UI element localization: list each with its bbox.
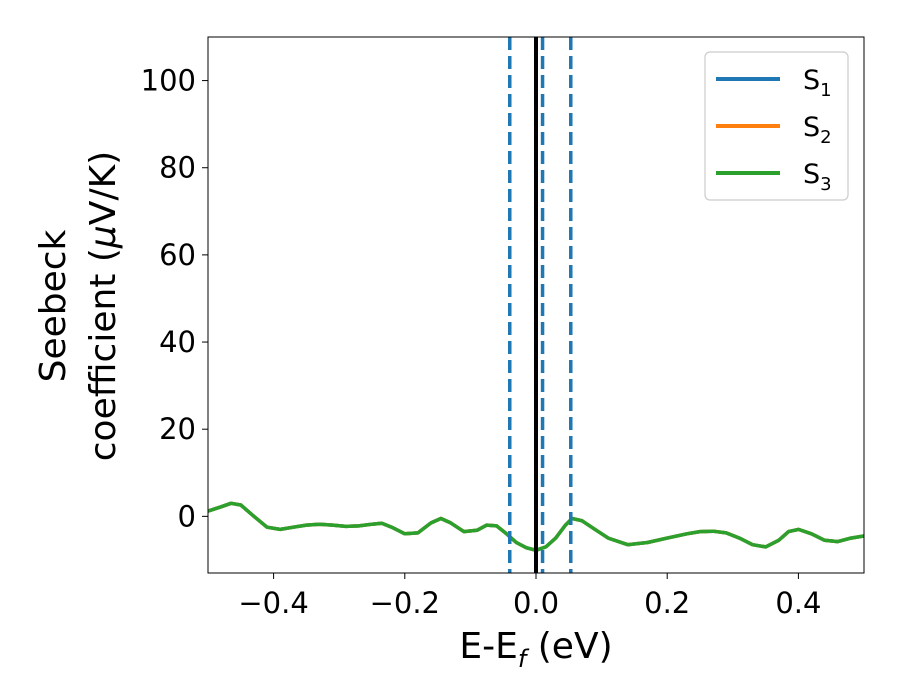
- legend-label-s2: S2: [803, 112, 832, 148]
- y-axis-label-line2: coefficient (μV/K): [83, 151, 124, 461]
- x-tick-label: 0.4: [775, 586, 821, 620]
- axis-labels: E-Ef (eV) Seebeck coefficient (μV/K): [33, 151, 613, 673]
- x-axis-label: E-Ef (eV): [459, 626, 612, 673]
- axes: −0.4 −0.2 0.0 0.2 0.4 0 20 40 60 80 100: [141, 36, 865, 620]
- y-tick-label: 20: [159, 412, 196, 446]
- y-tick-label: 40: [159, 325, 196, 359]
- y-tick-label: 80: [159, 151, 196, 185]
- x-tick-label: 0.0: [513, 586, 559, 620]
- x-tick-label: −0.2: [370, 586, 440, 620]
- legend-label-s1: S1: [803, 65, 832, 101]
- plot-area: [208, 37, 864, 573]
- series-line-s3: [208, 501, 864, 553]
- y-axis-label-line1: Seebeck: [33, 229, 74, 382]
- y-tick-label: 0: [178, 499, 196, 533]
- legend-label-s3: S3: [803, 159, 832, 195]
- x-tick-label: 0.2: [644, 586, 690, 620]
- x-tick-label: −0.4: [238, 586, 308, 620]
- y-tick-label: 60: [159, 238, 196, 272]
- legend: S1 S2 S3: [704, 51, 849, 201]
- y-tick-label: 100: [141, 64, 196, 98]
